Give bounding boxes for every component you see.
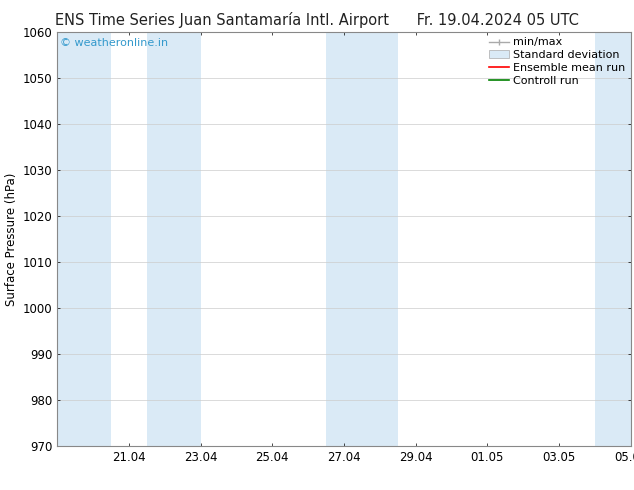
Bar [146, 32, 200, 446]
Bar [326, 32, 398, 446]
Bar [57, 32, 111, 446]
Text: ENS Time Series Juan Santamaría Intl. Airport      Fr. 19.04.2024 05 UTC: ENS Time Series Juan Santamaría Intl. Ai… [55, 12, 579, 28]
Text: © weatheronline.in: © weatheronline.in [60, 38, 168, 48]
Legend: min/max, Standard deviation, Ensemble mean run, Controll run: min/max, Standard deviation, Ensemble me… [486, 35, 628, 88]
Y-axis label: Surface Pressure (hPa): Surface Pressure (hPa) [5, 172, 18, 306]
Bar [595, 32, 631, 446]
